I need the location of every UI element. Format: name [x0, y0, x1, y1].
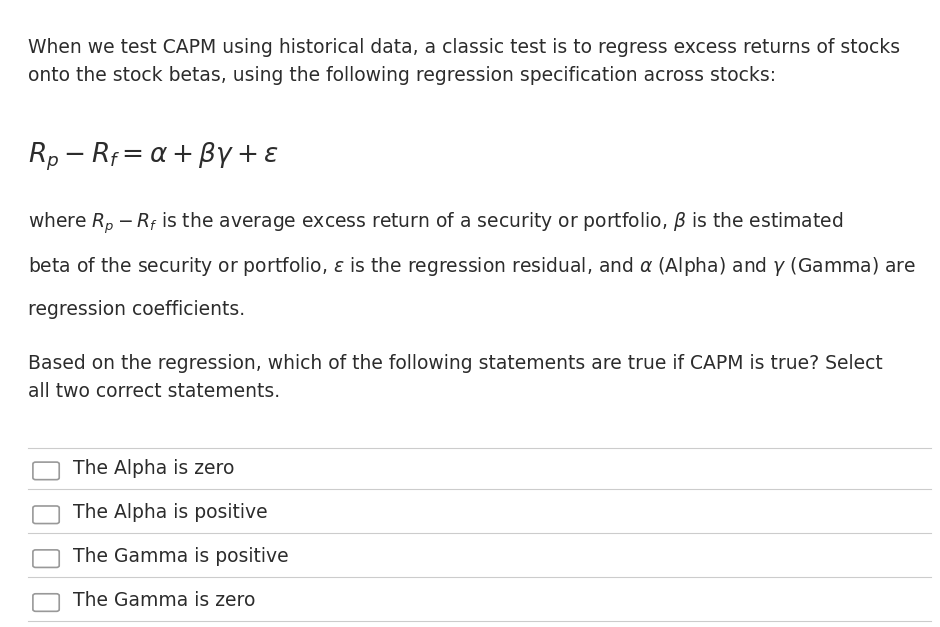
Text: Based on the regression, which of the following statements are true if CAPM is t: Based on the regression, which of the fo… — [28, 354, 883, 401]
Text: The Gamma is positive: The Gamma is positive — [73, 547, 289, 566]
Text: $R_p - R_f = \alpha + \beta\gamma + \varepsilon$: $R_p - R_f = \alpha + \beta\gamma + \var… — [28, 141, 279, 174]
FancyBboxPatch shape — [33, 462, 59, 480]
Text: where $R_p - R_f$ is the average excess return of a security or portfolio, $\bet: where $R_p - R_f$ is the average excess … — [28, 210, 843, 236]
Text: regression coefficients.: regression coefficients. — [28, 300, 245, 319]
Text: When we test CAPM using historical data, a classic test is to regress excess ret: When we test CAPM using historical data,… — [28, 38, 901, 85]
Text: beta of the security or portfolio, $\varepsilon$ is the regression residual, and: beta of the security or portfolio, $\var… — [28, 255, 916, 278]
Text: The Alpha is zero: The Alpha is zero — [73, 460, 235, 478]
FancyBboxPatch shape — [33, 550, 59, 567]
FancyBboxPatch shape — [33, 594, 59, 611]
FancyBboxPatch shape — [33, 506, 59, 524]
Text: The Alpha is positive: The Alpha is positive — [73, 503, 268, 522]
Text: The Gamma is zero: The Gamma is zero — [73, 591, 256, 610]
